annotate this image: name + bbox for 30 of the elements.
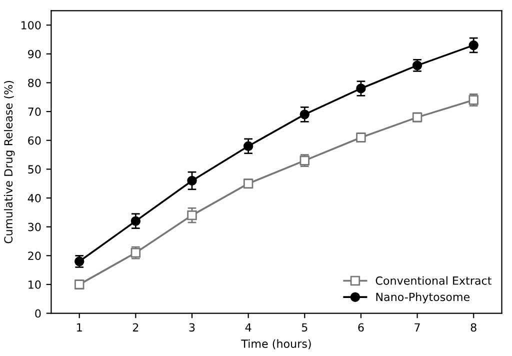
y-tick-label: 50 [28, 165, 41, 174]
legend-label: Nano-Phytosome [376, 292, 470, 304]
point [187, 176, 197, 186]
x-tick-label: 6 [358, 323, 364, 332]
y-tick-label: 80 [28, 78, 41, 88]
legend-label: Conventional Extract [376, 276, 492, 285]
y-tick-label: 70 [28, 108, 41, 116]
y-axis-title: Cumulative Drug Release (%) [4, 81, 15, 244]
point [356, 84, 366, 94]
x-tick-label: 2 [132, 323, 138, 332]
x-tick-label: 1 [77, 323, 82, 332]
point [243, 141, 254, 151]
y-tick-label: 10 [28, 280, 41, 289]
x-tick-label: 5 [302, 323, 308, 332]
y-tick-label: 40 [28, 194, 41, 202]
y-tick-label: 90 [28, 50, 41, 58]
y-tick-label: 0 [35, 309, 41, 318]
point [187, 210, 197, 220]
x-tick-label: 3 [189, 323, 195, 332]
x-tick-label: 7 [414, 323, 420, 332]
y-tick-label: 100 [21, 21, 41, 30]
x-tick-label: 8 [470, 323, 476, 332]
x-axis-title: Time (hours) [241, 339, 311, 350]
point [300, 110, 310, 120]
y-tick-label: 20 [28, 252, 41, 260]
y-tick-label: 60 [28, 136, 41, 145]
point [130, 216, 141, 226]
y-tick-label: 30 [28, 222, 41, 232]
x-tick-label: 4 [245, 323, 252, 332]
point [468, 40, 478, 50]
